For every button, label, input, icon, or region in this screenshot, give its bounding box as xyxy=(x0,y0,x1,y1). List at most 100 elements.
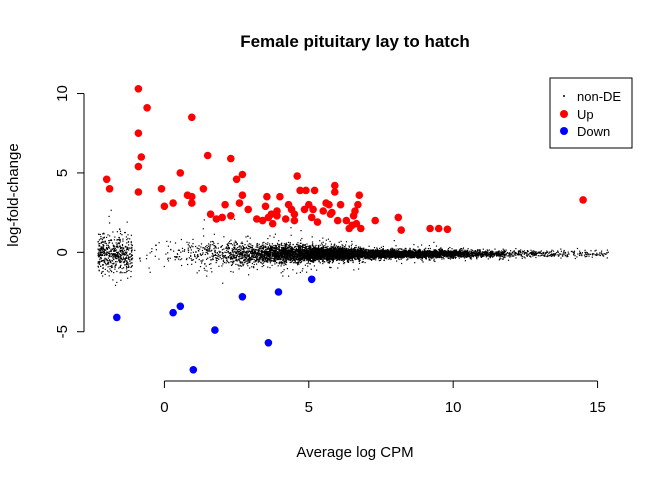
non-de-point xyxy=(416,254,419,257)
non-de-point xyxy=(305,248,307,250)
non-de-point xyxy=(258,251,260,253)
non-de-point xyxy=(346,260,348,262)
non-de-point xyxy=(264,247,266,249)
non-de-point xyxy=(336,246,338,248)
non-de-point xyxy=(303,249,305,251)
non-de-point xyxy=(102,249,104,251)
non-de-point xyxy=(358,258,360,261)
non-de-point xyxy=(188,242,190,244)
non-de-point xyxy=(409,247,411,249)
non-de-point xyxy=(212,253,214,255)
non-de-point xyxy=(346,248,348,250)
non-de-point xyxy=(263,256,265,258)
non-de-point xyxy=(284,250,286,252)
non-de-point xyxy=(297,250,299,252)
non-de-point xyxy=(116,231,118,233)
non-de-point xyxy=(557,250,559,252)
non-de-point xyxy=(287,248,289,250)
non-de-point xyxy=(97,248,99,250)
non-de-point xyxy=(131,259,133,261)
non-de-point xyxy=(549,251,551,253)
non-de-point xyxy=(486,249,488,251)
non-de-point xyxy=(124,246,126,248)
non-de-point xyxy=(446,250,448,252)
non-de-point xyxy=(498,254,500,256)
non-de-point xyxy=(234,254,236,257)
non-de-point xyxy=(406,250,408,252)
non-de-point xyxy=(233,246,235,248)
non-de-point xyxy=(232,249,234,252)
non-de-point xyxy=(475,254,477,257)
non-de-point xyxy=(106,270,109,272)
non-de-point xyxy=(237,264,239,266)
non-de-point xyxy=(112,257,114,259)
non-de-point xyxy=(358,268,360,270)
non-de-point xyxy=(438,256,440,259)
non-de-point xyxy=(251,254,253,256)
non-de-point xyxy=(112,244,114,246)
non-de-point xyxy=(201,253,204,255)
non-de-point xyxy=(289,247,291,250)
non-de-point xyxy=(576,256,578,258)
non-de-point xyxy=(511,254,513,256)
non-de-point xyxy=(222,261,225,263)
non-de-point xyxy=(296,250,299,252)
non-de-point xyxy=(243,260,245,262)
non-de-point xyxy=(231,248,233,250)
non-de-point xyxy=(584,256,586,258)
non-de-point xyxy=(211,252,213,255)
non-de-point xyxy=(237,258,240,260)
non-de-point xyxy=(130,241,132,243)
non-de-point xyxy=(349,257,351,259)
non-de-point xyxy=(338,262,340,264)
non-de-point xyxy=(204,253,206,256)
non-de-point xyxy=(220,258,222,260)
non-de-point xyxy=(427,250,429,252)
non-de-point xyxy=(584,251,586,253)
non-de-point xyxy=(514,251,516,253)
non-de-point xyxy=(208,243,210,245)
non-de-point xyxy=(379,247,381,250)
non-de-point xyxy=(243,258,245,260)
non-de-point xyxy=(125,257,127,259)
non-de-point xyxy=(119,239,121,241)
non-de-point xyxy=(322,237,324,239)
non-de-point xyxy=(307,247,309,249)
non-de-point xyxy=(499,258,501,260)
non-de-point xyxy=(126,239,128,241)
non-de-point xyxy=(227,244,229,246)
non-de-point xyxy=(188,257,190,259)
non-de-point xyxy=(301,248,303,250)
non-de-point xyxy=(203,267,205,269)
non-de-point xyxy=(275,258,277,260)
non-de-point xyxy=(107,262,109,264)
non-de-point xyxy=(179,256,181,258)
non-de-point xyxy=(273,246,275,248)
non-de-point xyxy=(303,259,305,261)
non-de-point xyxy=(256,252,258,254)
non-de-point xyxy=(262,262,265,264)
non-de-point xyxy=(522,252,524,254)
non-de-point xyxy=(535,254,537,256)
non-de-point xyxy=(123,272,125,274)
non-de-point xyxy=(101,271,103,273)
non-de-point xyxy=(211,271,213,273)
non-de-point xyxy=(435,251,438,253)
non-de-point xyxy=(349,248,351,251)
non-de-point xyxy=(282,248,284,251)
non-de-point xyxy=(494,252,497,254)
non-de-point xyxy=(206,258,208,260)
non-de-point xyxy=(284,252,286,254)
non-de-point xyxy=(478,249,480,251)
non-de-point xyxy=(290,227,292,229)
non-de-point xyxy=(123,262,125,264)
non-de-point xyxy=(195,245,197,248)
non-de-point xyxy=(574,255,576,257)
non-de-point xyxy=(398,251,400,253)
non-de-point xyxy=(305,251,307,253)
non-de-point xyxy=(282,254,284,256)
non-de-point xyxy=(236,243,238,245)
non-de-point xyxy=(601,250,603,252)
non-de-point xyxy=(167,252,169,254)
non-de-point xyxy=(277,258,279,260)
